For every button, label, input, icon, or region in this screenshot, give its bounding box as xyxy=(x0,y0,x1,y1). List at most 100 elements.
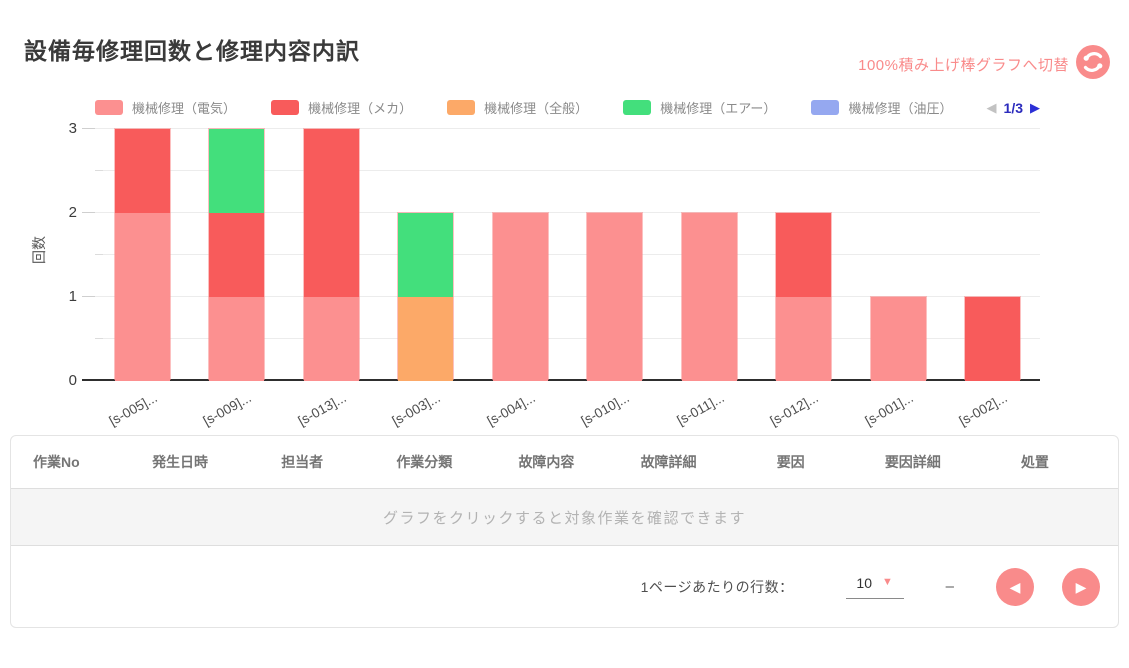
legend-pager: ◀ 1/3 ▶ xyxy=(987,100,1040,116)
legend-label: 機械修理（メカ） xyxy=(308,101,413,116)
rows-per-page-select[interactable]: 10 ▼ xyxy=(845,575,904,599)
legend-label: 機械修理（エアー） xyxy=(660,101,777,116)
legend-swatch xyxy=(271,100,300,115)
bar-segment[interactable] xyxy=(209,129,265,213)
x-axis-label: [s-004]... xyxy=(484,390,538,429)
pagination-range: – xyxy=(945,578,954,595)
bar-segment[interactable] xyxy=(965,297,1021,381)
x-axis-label: [s-012]... xyxy=(767,390,822,429)
bar-s-012[interactable] xyxy=(775,212,833,381)
x-axis-label: [s-010]... xyxy=(578,390,633,429)
y-tick-label: 2 xyxy=(68,204,77,221)
gridline xyxy=(95,253,1040,255)
column-header-4: 作業分類 xyxy=(396,454,453,470)
x-axis-label: [s-009]... xyxy=(200,390,255,429)
bar-segment[interactable] xyxy=(303,129,359,297)
bar-s-009[interactable] xyxy=(208,128,266,381)
bar-s-003[interactable] xyxy=(397,212,455,381)
column-header-1: 作業No xyxy=(33,454,80,470)
axis-tick xyxy=(82,211,95,213)
legend-label: 機械修理（全般） xyxy=(484,101,589,116)
bar-segment[interactable] xyxy=(209,297,265,381)
bar-segment[interactable] xyxy=(870,297,926,381)
table-header-row: 作業No 発生日時 担当者 作業分類 故障内容 故障詳細 要因 要因詳細 処置 xyxy=(11,436,1118,488)
legend-item[interactable]: 機械修理（エアー） xyxy=(623,98,776,117)
legend-swatch xyxy=(95,100,123,115)
rows-per-page-label: 1ページあたりの行数： xyxy=(640,578,794,595)
bar-s-002[interactable] xyxy=(964,296,1022,381)
y-axis-title: 回数 xyxy=(31,236,47,264)
x-axis-label: [s-001]... xyxy=(862,390,916,429)
bar-s-013[interactable] xyxy=(302,128,360,381)
bar-segment[interactable] xyxy=(776,213,832,297)
gridline xyxy=(95,211,1040,213)
table-footer: 1ページあたりの行数： 10 ▼ – ◀ ▶ xyxy=(11,546,1118,627)
bar-segment[interactable] xyxy=(776,297,832,381)
legend-items: 機械修理（電気） 機械修理（メカ） 機械修理（全般） 機械修理（エアー） 機械修理（油圧… xyxy=(95,98,953,117)
axis-tick xyxy=(95,337,103,339)
bar-segment[interactable] xyxy=(398,213,454,297)
page-title: 設備毎修理回数と修理内容内訳 xyxy=(24,38,360,64)
x-axis-label: [s-013]... xyxy=(295,390,349,429)
bar-segment[interactable] xyxy=(209,213,265,297)
switch-to-100-stacked-button[interactable]: 100%積み上げ棒グラフへ切替 xyxy=(858,44,1111,85)
legend-item[interactable]: 機械修理（電気） xyxy=(95,98,236,117)
legend-swatch xyxy=(447,100,476,115)
legend-next-icon[interactable]: ▶ xyxy=(1030,100,1040,115)
bar-s-004[interactable] xyxy=(491,212,549,381)
empty-state-message: グラフをクリックすると対象作業を確認できます xyxy=(382,509,746,527)
axis-tick xyxy=(95,169,103,171)
legend-item[interactable]: 機械修理（メカ） xyxy=(271,98,412,117)
y-tick-label: 3 xyxy=(68,120,77,137)
caret-down-icon: ▼ xyxy=(882,576,893,588)
column-header-9: 処置 xyxy=(1020,454,1049,470)
work-table: 作業No 発生日時 担当者 作業分類 故障内容 故障詳細 要因 要因詳細 処置 グラフをクリック… xyxy=(10,435,1119,628)
legend-page-indicator: 1/3 xyxy=(1003,99,1023,116)
bar-segment[interactable] xyxy=(587,213,643,381)
legend-swatch xyxy=(811,100,840,115)
x-axis-line xyxy=(82,379,1040,381)
bar-s-011[interactable] xyxy=(680,212,738,381)
bar-s-001[interactable] xyxy=(869,296,927,381)
bar-s-005[interactable] xyxy=(113,128,171,381)
legend-item[interactable]: 機械修理（油圧） xyxy=(811,98,952,117)
bar-s-010[interactable] xyxy=(586,212,644,381)
refresh-cycle-icon xyxy=(1075,44,1111,85)
legend-prev-icon[interactable]: ◀ xyxy=(986,100,997,115)
axis-tick xyxy=(82,295,95,297)
x-axis-label: [s-002]... xyxy=(956,390,1011,429)
prev-page-button[interactable]: ◀ xyxy=(996,567,1034,606)
column-header-2: 発生日時 xyxy=(152,454,209,470)
bar-segment[interactable] xyxy=(114,213,170,381)
plot-area: 回数 0 1 2 3 [s-005]... [s-009]... [s-013]... [s-… xyxy=(31,120,1040,429)
gridline xyxy=(95,337,1040,339)
x-axis-label: [s-005]... xyxy=(106,390,160,429)
gridline xyxy=(95,295,1040,297)
x-axis-label: [s-011]... xyxy=(674,390,727,429)
bar-segment[interactable] xyxy=(398,297,454,381)
bar-segment[interactable] xyxy=(114,129,170,213)
table-empty-row: グラフをクリックすると対象作業を確認できます xyxy=(11,488,1118,546)
gridline xyxy=(95,127,1040,129)
axis-tick xyxy=(95,253,103,255)
column-header-5: 故障内容 xyxy=(518,454,575,470)
column-header-6: 故障詳細 xyxy=(640,454,697,470)
legend-label: 機械修理（電気） xyxy=(132,101,237,116)
chart-legend: 機械修理（電気） 機械修理（メカ） 機械修理（全般） 機械修理（エアー） 機械修理（油圧… xyxy=(95,98,1040,117)
column-header-8: 要因詳細 xyxy=(884,454,941,470)
switch-button-label: 100%積み上げ棒グラフへ切替 xyxy=(858,57,1069,74)
x-axis-label: [s-003]... xyxy=(389,390,444,429)
bar-segment[interactable] xyxy=(303,297,359,381)
column-header-3: 担当者 xyxy=(281,454,324,470)
bar-segment[interactable] xyxy=(681,213,737,381)
axis-tick xyxy=(82,127,95,129)
arrow-right-icon: ▶ xyxy=(1075,578,1087,595)
arrow-left-icon: ◀ xyxy=(1009,578,1021,595)
legend-item[interactable]: 機械修理（全般） xyxy=(447,98,588,117)
legend-swatch xyxy=(623,100,652,115)
bar-segment[interactable] xyxy=(492,213,548,381)
y-tick-label: 1 xyxy=(68,288,77,305)
gridline xyxy=(95,169,1040,171)
next-page-button[interactable]: ▶ xyxy=(1062,567,1100,606)
